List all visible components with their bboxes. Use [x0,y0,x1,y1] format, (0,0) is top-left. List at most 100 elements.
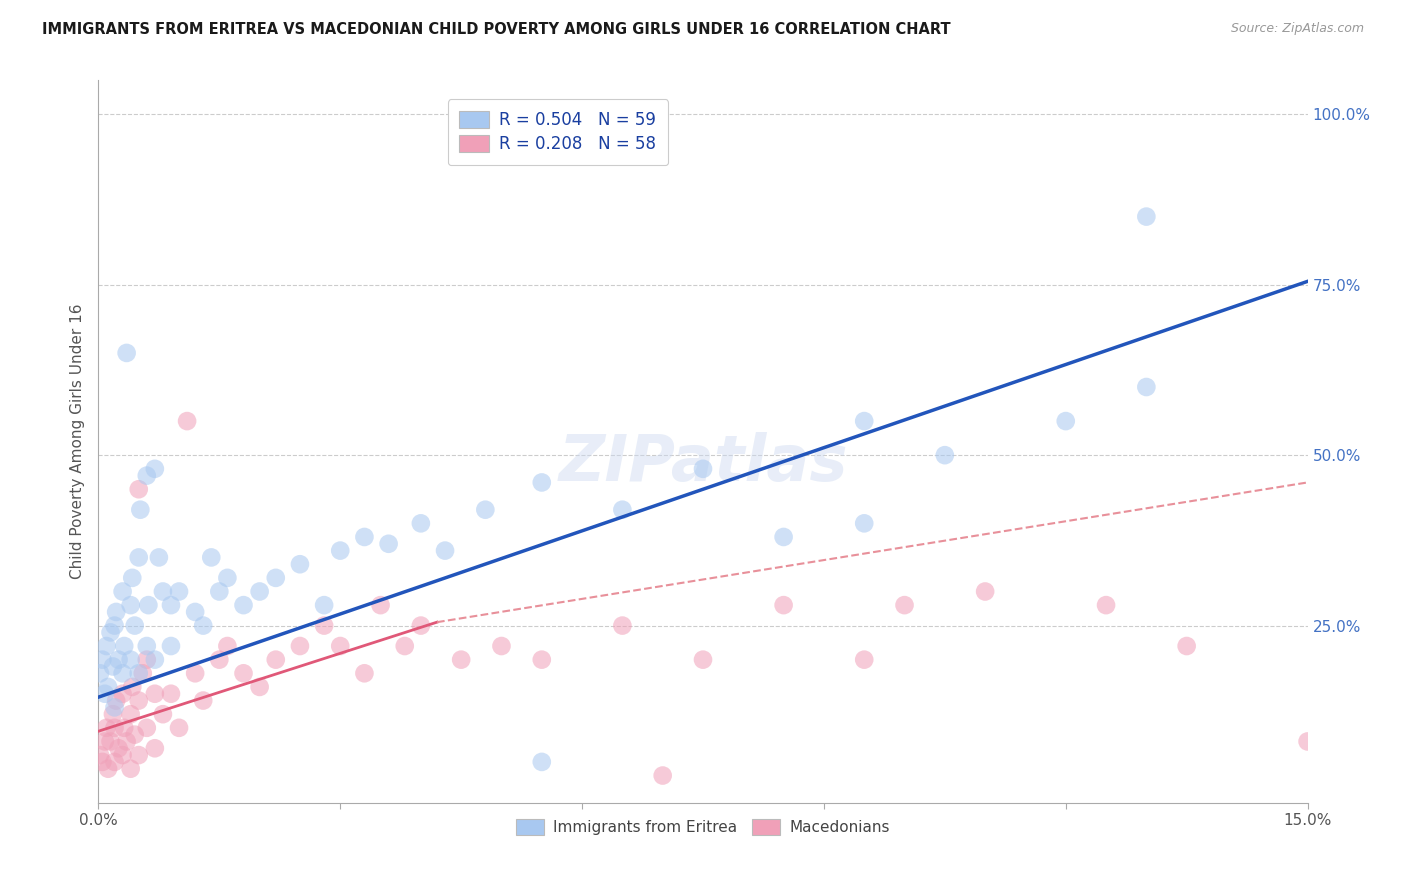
Point [91,653,114,667]
Point [143,687,166,701]
Point [184,666,207,681]
Legend: Immigrants from Eritrea, Macedonians: Immigrants from Eritrea, Macedonians [506,808,900,846]
Point [105,693,128,707]
Y-axis label: Child Poverty Among Girls Under 16: Child Poverty Among Girls Under 16 [69,304,84,579]
Point [974,584,997,599]
Point [111,748,134,763]
Point [409,618,432,632]
Point [1135,380,1157,394]
Point [377,537,399,551]
Point [100,734,122,748]
Point [184,605,207,619]
Point [288,558,311,572]
Point [853,414,876,428]
Point [112,721,135,735]
Text: IMMIGRANTS FROM ERITREA VS MACEDONIAN CHILD POVERTY AMONG GIRLS UNDER 16 CORRELA: IMMIGRANTS FROM ERITREA VS MACEDONIAN CH… [42,22,950,37]
Point [193,693,215,707]
Point [1054,414,1077,428]
Point [772,598,794,612]
Point [97,680,120,694]
Point [103,618,125,632]
Point [208,584,231,599]
Point [128,666,150,681]
Point [138,598,160,612]
Point [232,598,254,612]
Point [692,462,714,476]
Point [329,543,352,558]
Point [120,653,142,667]
Point [152,707,174,722]
Point [530,475,553,490]
Point [160,687,183,701]
Point [264,653,287,667]
Point [193,618,215,632]
Point [217,571,239,585]
Point [115,346,138,360]
Text: Source: ZipAtlas.com: Source: ZipAtlas.com [1230,22,1364,36]
Point [1296,734,1319,748]
Point [101,707,124,722]
Point [121,680,143,694]
Point [89,666,111,681]
Point [143,653,166,667]
Point [128,482,150,496]
Point [135,653,157,667]
Point [434,543,457,558]
Point [103,755,125,769]
Point [143,741,166,756]
Point [1095,598,1118,612]
Point [89,748,111,763]
Point [370,598,392,612]
Point [530,653,553,667]
Point [107,741,129,756]
Point [612,502,634,516]
Point [128,550,150,565]
Point [853,653,876,667]
Point [135,639,157,653]
Text: ZIPatlas: ZIPatlas [558,433,848,494]
Point [143,462,166,476]
Point [115,734,138,748]
Point [176,414,198,428]
Point [128,748,150,763]
Point [91,755,114,769]
Point [111,584,134,599]
Point [94,734,117,748]
Point [120,598,142,612]
Point [450,653,472,667]
Point [353,530,375,544]
Point [107,653,129,667]
Point [651,768,673,782]
Point [97,762,120,776]
Point [96,639,118,653]
Point [200,550,222,565]
Point [167,584,190,599]
Point [530,755,553,769]
Point [129,502,152,516]
Point [772,530,794,544]
Point [135,721,157,735]
Point [160,598,183,612]
Point [394,639,416,653]
Point [111,666,134,681]
Point [167,721,190,735]
Point [132,666,155,681]
Point [103,700,125,714]
Point [111,687,134,701]
Point [105,605,128,619]
Point [934,448,956,462]
Point [249,680,271,694]
Point [249,584,271,599]
Point [120,707,142,722]
Point [94,687,117,701]
Point [314,618,336,632]
Point [135,468,157,483]
Point [152,584,174,599]
Point [128,693,150,707]
Point [120,762,142,776]
Point [121,571,143,585]
Point [217,639,239,653]
Point [474,502,496,516]
Point [103,721,125,735]
Point [124,728,146,742]
